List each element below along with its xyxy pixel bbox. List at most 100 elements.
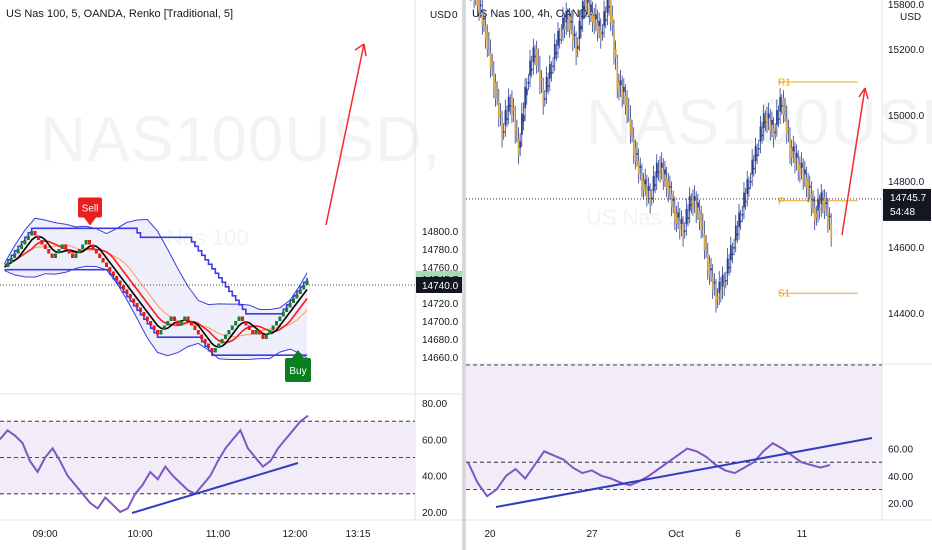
candle-body	[641, 174, 643, 188]
renko-brick	[166, 321, 170, 326]
candle-body	[820, 192, 823, 205]
renko-brick	[173, 316, 176, 321]
candle-body	[728, 266, 731, 269]
renko-brick	[244, 321, 248, 326]
time-tick-label: Oct	[668, 529, 684, 540]
rsi-trend-line	[495, 437, 873, 508]
renko-brick	[20, 244, 23, 249]
candle-body	[802, 171, 805, 181]
candle-body	[830, 223, 833, 238]
price-tick-label: 14400.0	[888, 309, 925, 320]
candle-body	[779, 96, 782, 112]
candle-body	[525, 88, 528, 96]
candle-body	[693, 195, 696, 201]
candle-body	[532, 47, 535, 63]
candle-body	[700, 214, 703, 231]
renko-brick	[16, 249, 20, 254]
renko-brick	[247, 325, 251, 330]
left-chart-canvas[interactable]: Sell Buy USD 0 14800.0 14780.0 14760.0 14720.0 1…	[0, 0, 462, 550]
panel-divider[interactable]	[462, 0, 466, 550]
candle-body	[678, 220, 681, 231]
candle-body	[753, 167, 755, 170]
right-chart-title[interactable]: US Nas 100, 4h, OANDA	[472, 8, 595, 20]
candle-body	[726, 258, 729, 274]
rsi-tick-label: 80.00	[422, 399, 447, 410]
candle-body	[624, 95, 627, 106]
time-tick-label: 12:00	[282, 529, 307, 540]
candle-body	[739, 220, 742, 223]
candle-body	[665, 177, 668, 188]
sell-label: Sell	[82, 204, 99, 215]
price-tick-label: 14700.0	[422, 317, 459, 328]
candle-body	[586, 0, 589, 3]
candle-body	[613, 32, 615, 56]
candle-body	[667, 181, 670, 195]
candle-body	[537, 58, 540, 61]
forecast-arrow-head	[354, 43, 367, 57]
candle-body	[674, 207, 676, 221]
buy-badge[interactable]	[285, 358, 311, 382]
candle-body	[491, 62, 494, 64]
candle-body	[529, 60, 532, 76]
price-tick-label: 14760.0	[422, 263, 459, 274]
renko-brick	[71, 253, 74, 258]
price-tick-label: 15000.0	[888, 111, 925, 122]
candle-body	[567, 19, 569, 23]
candle-body	[736, 233, 739, 236]
candle-body	[552, 65, 555, 67]
candle-body	[818, 207, 821, 211]
candle-body	[608, 6, 611, 8]
candle-body	[784, 108, 787, 111]
candle-body	[729, 245, 732, 261]
candle-body	[521, 113, 523, 135]
candle-body	[504, 110, 507, 125]
bollinger-lower-band	[4, 265, 308, 360]
current-price-badge	[883, 188, 931, 221]
candle-body	[790, 148, 793, 158]
renko-brick	[261, 334, 265, 339]
candle-body	[527, 82, 530, 84]
candle-body	[507, 96, 510, 112]
candle-body	[614, 49, 617, 58]
renko-brick	[125, 289, 129, 294]
time-tick-label: 6	[735, 529, 741, 540]
candle-body	[792, 146, 795, 152]
candle-body	[749, 181, 752, 183]
renko-brick	[217, 343, 221, 348]
candle-body	[611, 16, 614, 25]
pivot-label-r1: R1	[778, 78, 791, 89]
renko-brick	[176, 321, 180, 326]
candle-body	[623, 86, 625, 92]
renko-brick	[275, 321, 278, 326]
candle-body	[698, 210, 701, 221]
candle-body	[616, 65, 619, 89]
candle-body	[522, 115, 525, 122]
renko-brick	[210, 348, 214, 353]
renko-brick	[237, 316, 241, 321]
candle-body	[805, 177, 808, 188]
renko-brick	[139, 307, 142, 312]
left-chart-panel[interactable]: NAS100USD, 5 US Nas 100 US Nas 100, 5, O…	[0, 0, 496, 550]
candle-body	[547, 85, 550, 87]
candle-body	[660, 162, 663, 168]
candle-body	[697, 202, 699, 208]
candle-body	[540, 78, 543, 81]
candle-body	[780, 105, 783, 107]
candle-body	[637, 161, 640, 175]
renko-brick	[40, 240, 44, 245]
candle-body	[476, 0, 479, 7]
pivot-label-s1: S1	[778, 289, 791, 300]
candle-body	[542, 88, 545, 106]
candle-body	[743, 192, 745, 208]
candle-body	[604, 19, 607, 21]
candle-body	[606, 0, 609, 13]
right-chart-canvas[interactable]: R3R2R1PS115800.0USD15600.015400.015200.0…	[466, 0, 932, 550]
right-chart-panel[interactable]: NAS100USD, 4h US Nas 100 US Nas 100, 4h,…	[466, 0, 932, 550]
candle-body	[807, 181, 810, 195]
candle-body	[708, 263, 711, 277]
left-chart-title[interactable]: US Nas 100, 5, OANDA, Renko [Traditional…	[6, 8, 234, 20]
sell-badge[interactable]	[78, 197, 102, 218]
candle-body	[738, 212, 741, 228]
renko-brick	[149, 321, 153, 326]
renko-brick	[30, 231, 34, 236]
